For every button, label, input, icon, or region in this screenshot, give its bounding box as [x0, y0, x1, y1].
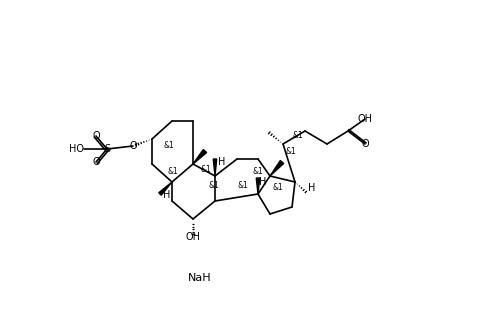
Text: O: O: [92, 157, 100, 167]
Text: &1: &1: [167, 167, 178, 176]
Text: H: H: [163, 190, 171, 200]
Polygon shape: [213, 159, 217, 176]
Text: NaH: NaH: [188, 273, 212, 283]
Text: HO: HO: [69, 144, 84, 154]
Text: O: O: [361, 139, 369, 149]
Text: &1: &1: [208, 181, 219, 191]
Text: &1: &1: [272, 182, 283, 192]
Polygon shape: [193, 149, 207, 164]
Polygon shape: [159, 182, 172, 195]
Text: O: O: [92, 131, 100, 141]
Text: &1: &1: [200, 165, 211, 174]
Text: OH: OH: [358, 114, 372, 124]
Polygon shape: [256, 178, 260, 194]
Text: &1: &1: [252, 167, 263, 176]
Text: OH: OH: [186, 232, 201, 242]
Text: S: S: [104, 144, 110, 154]
Text: H: H: [218, 157, 226, 167]
Text: H: H: [308, 183, 316, 193]
Text: &1: &1: [163, 142, 174, 150]
Text: &1: &1: [292, 132, 303, 140]
Text: &1: &1: [237, 181, 248, 191]
Polygon shape: [270, 160, 284, 176]
Text: &1: &1: [285, 148, 296, 156]
Text: O: O: [129, 141, 137, 151]
Text: H: H: [260, 177, 267, 187]
